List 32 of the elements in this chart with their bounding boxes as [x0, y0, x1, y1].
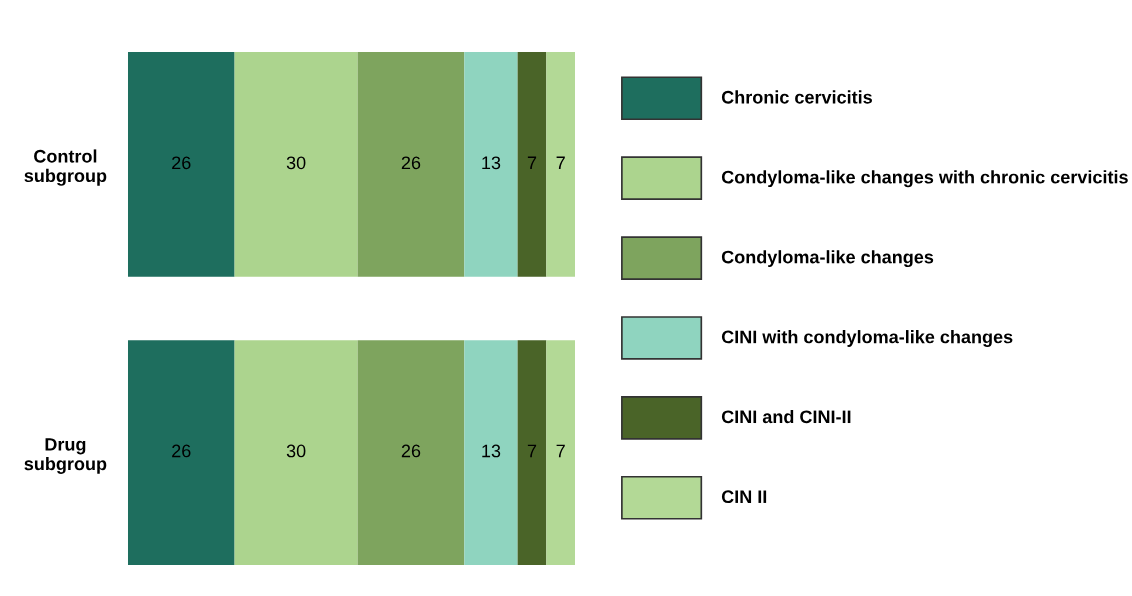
bar [464, 51, 518, 277]
data-label: 13 [482, 444, 501, 458]
legend-label: CIN II [721, 490, 767, 504]
data-label: 7 [556, 444, 565, 458]
bar [127, 51, 235, 277]
bar [234, 51, 358, 277]
data-label: 26 [172, 444, 191, 458]
bar [546, 51, 576, 277]
legend-label: Chronic cervicitis [721, 90, 872, 104]
data-label: 26 [401, 444, 421, 458]
y-tick-label: Drug subgroup [24, 438, 107, 474]
data-label: 30 [286, 156, 306, 170]
data-label: 30 [286, 444, 306, 458]
y-tick-label: Control subgroup [24, 149, 107, 186]
data-label: 7 [556, 156, 565, 170]
data-label: 7 [527, 156, 537, 170]
legend-label: CINI and CINI-II [721, 409, 851, 424]
data-label: 13 [482, 156, 501, 170]
data-label: 26 [401, 156, 421, 170]
data-label: 7 [527, 444, 537, 458]
legend-label: Condyloma-like changes [721, 250, 934, 268]
bar [357, 340, 465, 565]
legend-label: Condyloma-like changes with chronic cervicitis [721, 170, 1128, 188]
bar [127, 340, 235, 565]
data-label: 26 [172, 156, 191, 170]
legend-label: CINI with condyloma-like changes [721, 330, 1013, 347]
bar [517, 340, 547, 565]
bar [357, 51, 465, 277]
bar [464, 340, 518, 565]
bar [517, 51, 547, 277]
bar [546, 340, 576, 565]
bar [234, 340, 358, 565]
